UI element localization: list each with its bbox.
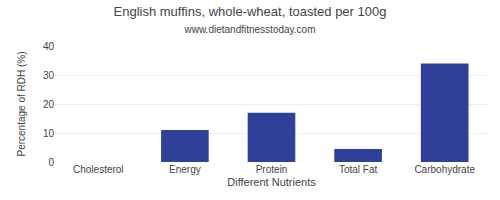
svg-text:Energy: Energy [169, 164, 201, 175]
svg-text:40: 40 [43, 41, 55, 52]
svg-text:30: 30 [43, 70, 55, 81]
svg-text:Total Fat: Total Fat [339, 164, 378, 175]
svg-text:Percentage of RDH (%): Percentage of RDH (%) [16, 51, 27, 156]
svg-text:20: 20 [43, 99, 55, 110]
svg-text:Carbohydrate: Carbohydrate [414, 164, 475, 175]
svg-text:10: 10 [43, 128, 55, 139]
svg-text:English muffins, whole-wheat,: English muffins, whole-wheat, toasted pe… [114, 4, 387, 35]
svg-text:0: 0 [48, 157, 54, 168]
svg-text:Cholesterol: Cholesterol [73, 164, 124, 175]
svg-text:Different Nutrients: Different Nutrients [227, 176, 316, 188]
svg-text:Protein: Protein [256, 164, 288, 175]
